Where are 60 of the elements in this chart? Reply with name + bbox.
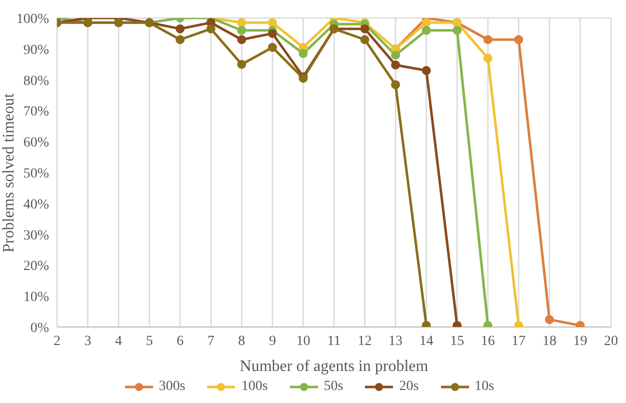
point (298, 49, 308, 58)
y-tick-label: 20% (23, 259, 50, 274)
x-axis-title: Number of agents in problem (240, 358, 429, 375)
y-tick-label: 90% (23, 42, 50, 58)
x-tick-label: 2 (54, 334, 60, 349)
legend-label: 50s (322, 379, 344, 395)
x-tick-label: 13 (388, 334, 403, 349)
point (391, 50, 400, 60)
point (176, 35, 185, 44)
y-axis-title: Problems solved timeout (0, 92, 18, 252)
y-tick-label: 10% (23, 290, 50, 306)
point (268, 42, 277, 52)
legend-label: 300s (158, 379, 186, 395)
x-tick-label: 3 (84, 334, 92, 349)
point (483, 54, 492, 63)
point (268, 18, 277, 28)
legend-label: 20s (398, 379, 419, 395)
point (360, 35, 370, 44)
point (391, 80, 400, 90)
x-tick-label: 4 (115, 334, 122, 349)
legend-label: 100s (240, 379, 268, 395)
point (422, 26, 431, 35)
x-tick-label: 10 (296, 334, 310, 349)
x-tick-label: 9 (268, 334, 276, 349)
point (237, 26, 246, 35)
point (422, 18, 431, 28)
point (452, 26, 462, 35)
y-tick-label: 100% (16, 12, 50, 27)
y-tick-label: 60% (23, 136, 50, 151)
point (391, 60, 400, 70)
x-tick-label: 5 (146, 334, 153, 349)
x-tick-label: 12 (358, 334, 372, 349)
point (422, 66, 431, 76)
x-tick-label: 7 (207, 334, 214, 349)
legend-label: 10s (474, 379, 494, 395)
y-tick-label: 50% (23, 166, 50, 182)
point (176, 24, 185, 34)
point (237, 60, 246, 69)
x-tick-label: 14 (419, 334, 434, 349)
x-tick-label: 16 (480, 334, 495, 349)
y-tick-label: 80% (23, 74, 50, 89)
point (206, 24, 216, 34)
point (514, 35, 524, 44)
y-tick-label: 70% (23, 104, 50, 120)
x-tick-label: 15 (450, 334, 464, 349)
x-tick-label: 6 (176, 334, 184, 349)
x-tick-label: 19 (573, 334, 588, 349)
x-tick-label: 11 (327, 334, 341, 349)
point (360, 24, 370, 34)
y-tick-label: 0% (30, 320, 50, 336)
x-tick-label: 20 (604, 334, 618, 349)
point (483, 35, 492, 44)
point (237, 18, 246, 28)
x-tick-label: 17 (512, 334, 526, 349)
point (237, 35, 246, 44)
y-tick-label: 30% (23, 228, 50, 244)
x-tick-label: 8 (238, 334, 246, 349)
x-tick-label: 18 (542, 334, 556, 349)
y-tick-label: 40% (23, 197, 50, 212)
point (268, 28, 277, 38)
